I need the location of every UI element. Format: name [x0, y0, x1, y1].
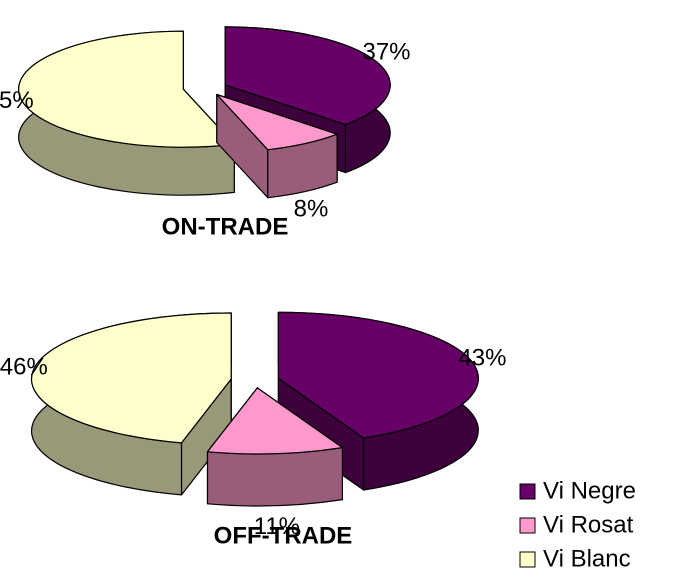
- data-label: 46%: [0, 353, 48, 380]
- legend-label: Vi Blanc: [543, 545, 631, 572]
- slice: [216, 93, 338, 151]
- legend-swatch: [519, 483, 536, 500]
- data-label: 37%: [362, 39, 410, 66]
- data-label: 43%: [458, 344, 506, 371]
- slice: [18, 30, 235, 148]
- legend-swatch: [519, 551, 536, 568]
- slice: [277, 311, 479, 439]
- data-label: 55%: [0, 87, 34, 114]
- data-label: 8%: [294, 195, 329, 222]
- data-label: 11%: [254, 513, 300, 540]
- slice: [30, 312, 232, 444]
- slice-wall: [206, 447, 343, 507]
- slice: [224, 26, 391, 126]
- legend-label: Vi Negre: [543, 477, 636, 504]
- legend-label: Vi Rosat: [543, 511, 634, 538]
- chart-title: ON-TRADE: [162, 213, 289, 240]
- slice: [206, 387, 343, 455]
- chart-title: OFF-TRADE: [214, 522, 353, 549]
- legend-swatch: [519, 517, 536, 534]
